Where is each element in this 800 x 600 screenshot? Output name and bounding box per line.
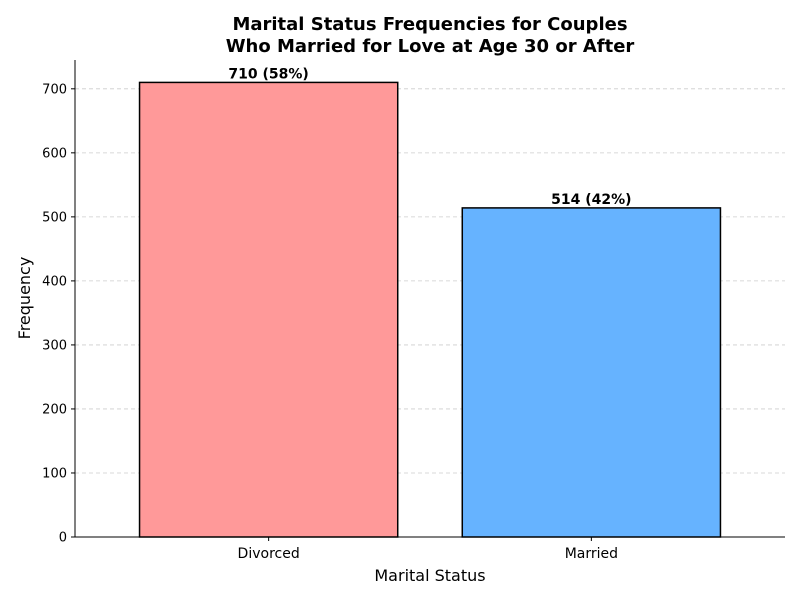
y-tick-label-1: 100 (42, 466, 67, 481)
data-label-married: 514 (42%) (551, 192, 631, 208)
y-tick-label-7: 700 (42, 82, 67, 97)
bars (138, 81, 722, 538)
data-labels: 710 (58%) 514 (42%) (228, 66, 631, 207)
y-tick-label-4: 400 (42, 274, 67, 289)
chart-title-line-1: Marital Status Frequencies for Couples (232, 14, 627, 35)
chart-title-line-2: Who Married for Love at Age 30 or After (226, 36, 635, 57)
x-tick-label-divorced: Divorced (238, 546, 300, 562)
y-tick-label-5: 500 (42, 210, 67, 225)
x-axis-label: Marital Status (374, 566, 485, 585)
bar-divorced (138, 81, 399, 538)
x-ticks: Divorced Married (238, 537, 618, 562)
y-tick-label-2: 200 (42, 402, 67, 417)
y-tick-label-0: 0 (59, 531, 67, 546)
data-label-divorced: 710 (58%) (228, 66, 308, 82)
y-tick-label-6: 600 (42, 146, 67, 161)
bar-married (461, 207, 722, 538)
x-tick-label-married: Married (565, 546, 618, 562)
y-ticks: 0 100 200 300 400 500 600 700 (42, 82, 75, 546)
y-tick-label-3: 300 (42, 338, 67, 353)
y-axis-label: Frequency (15, 257, 34, 340)
